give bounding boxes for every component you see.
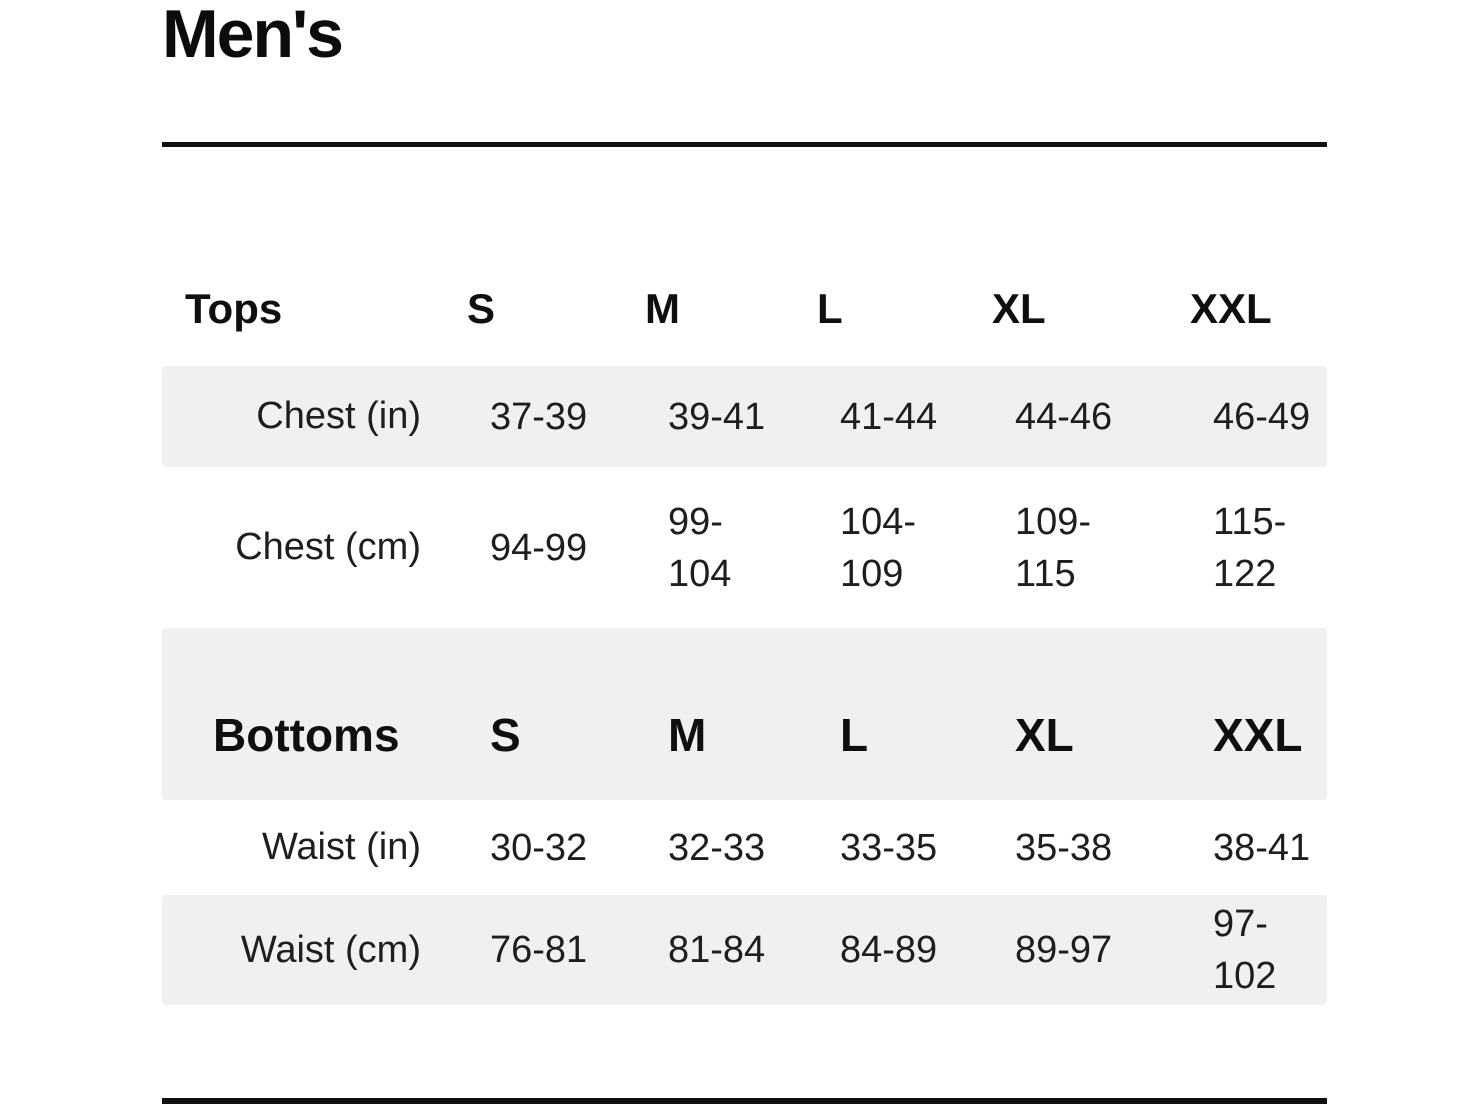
value-cell-m: 39-41 [668,395,766,438]
size-header-xl: XL [992,285,1046,332]
value-cell-s: 30-32 [490,826,588,869]
size-header-l: L [840,709,869,761]
row-label: Waist (cm) [240,928,421,971]
value-cell-xxl: 46-49 [1213,395,1311,438]
section-label-tops: Tops [185,285,283,332]
value-cell-l: 33-35 [840,826,938,869]
value-cell-xl: 89-97 [1015,929,1113,971]
size-header-xl: XL [1015,709,1074,761]
bottoms-header-row: Bottoms S M L XL XXL [162,628,1327,800]
value-cell-l: 41-44 [840,395,938,438]
value-cell-l: 104- 109 [840,500,917,595]
size-header-s: S [467,285,496,332]
bottom-divider [162,1098,1327,1104]
table-row-waist-cm: Waist (cm) 76-81 81-84 84-89 89-97 97-10… [162,895,1327,1005]
value-cell-xxl: 38-41 [1213,826,1311,869]
top-divider [162,142,1327,147]
value-cell-l: 84-89 [840,929,938,971]
value-cell-m: 81-84 [668,929,766,971]
value-cell-xxl: 97-102 [1213,903,1277,997]
size-header-m: M [668,709,707,761]
value-cell-m: 99- 104 [668,500,732,595]
value-cell-s: 37-39 [490,395,588,438]
size-header-xxl: XXL [1190,285,1272,332]
row-label: Chest (in) [256,395,421,437]
value-cell-xl: 109- 115 [1015,500,1092,595]
tops-header-row: Tops S M L XL XXL [162,252,1327,366]
size-table: Tops S M L XL XXL Chest (in) 37-39 39-41… [162,252,1327,1005]
size-header-l: L [817,285,843,332]
value-cell-xxl: 115- 122 [1213,500,1287,595]
row-label: Waist (in) [261,826,421,868]
value-cell-s: 94-99 [490,526,588,569]
table-row-waist-in: Waist (in) 30-32 32-33 33-35 35-38 38-41 [162,800,1327,895]
value-cell-m: 32-33 [668,826,766,869]
section-label-bottoms: Bottoms [213,709,400,761]
size-header-s: S [490,709,521,761]
size-header-m: M [645,285,680,332]
value-cell-s: 76-81 [490,929,588,971]
page-title: Men's [162,0,344,72]
row-label: Chest (cm) [235,526,421,568]
size-header-xxl: XXL [1213,709,1303,761]
table-row-chest-in: Chest (in) 37-39 39-41 41-44 44-46 46-49 [162,366,1327,467]
value-cell-xl: 44-46 [1015,395,1113,438]
size-guide-page: Men's Tops S M L XL XXL Chest (in) 37-39… [162,0,1327,1104]
value-cell-xl: 35-38 [1015,826,1113,869]
table-row-chest-cm: Chest (cm) 94-99 99- 104 104- 109 109- 1… [162,467,1327,628]
